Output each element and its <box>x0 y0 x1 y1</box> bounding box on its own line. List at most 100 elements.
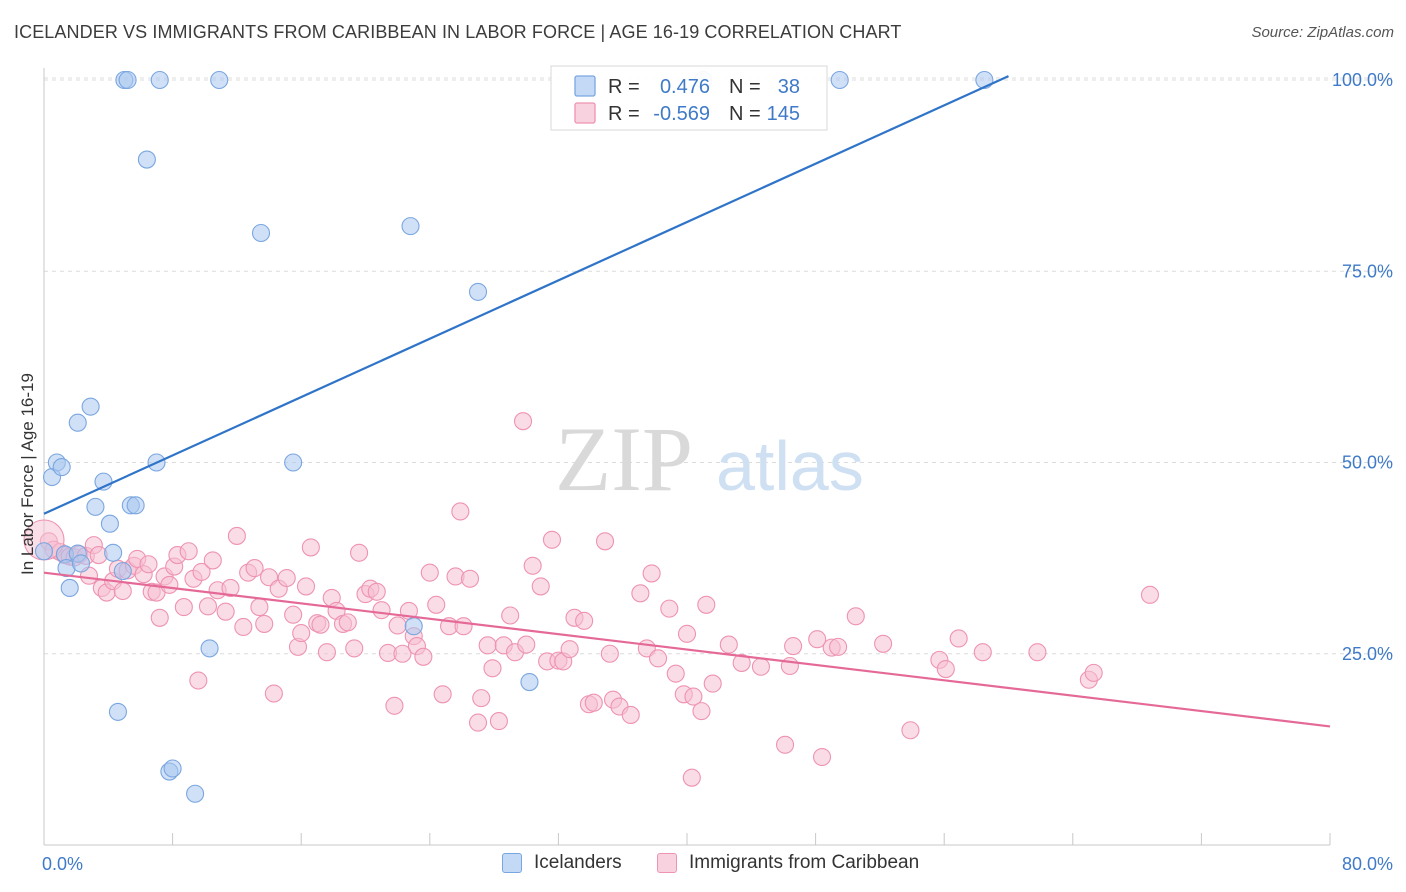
data-point-icelanders <box>126 496 145 515</box>
data-point-caribbean <box>595 532 615 551</box>
legend-n-value: 145 <box>767 103 800 125</box>
data-point-caribbean <box>575 611 594 630</box>
legend-r-value: -0.569 <box>653 103 710 125</box>
series-caribbean-points <box>23 412 1160 787</box>
data-point-caribbean <box>227 526 246 545</box>
data-point-icelanders <box>284 453 303 472</box>
data-point-caribbean <box>472 689 491 708</box>
series-icelanders-points <box>34 70 994 803</box>
data-point-caribbean <box>250 598 269 617</box>
legend-r-value: 0.476 <box>660 76 710 98</box>
data-point-caribbean <box>245 559 264 578</box>
data-point-caribbean <box>682 768 701 787</box>
legend-item-caribbean: Immigrants from Caribbean <box>657 852 919 874</box>
data-point-caribbean <box>874 634 893 653</box>
data-point-caribbean <box>255 614 274 633</box>
data-point-caribbean <box>666 664 685 683</box>
data-point-icelanders <box>108 702 127 721</box>
data-point-icelanders <box>186 784 205 803</box>
data-point-caribbean <box>703 674 722 693</box>
y-axis-label: In Labor Force | Age 16-19 <box>18 373 37 575</box>
data-point-caribbean <box>338 613 357 632</box>
data-point-caribbean <box>660 599 679 618</box>
data-point-caribbean <box>345 639 364 658</box>
data-point-icelanders <box>34 542 54 561</box>
data-point-icelanders <box>68 413 87 432</box>
data-point-icelanders <box>137 150 156 169</box>
data-point-caribbean <box>174 598 193 617</box>
data-point-caribbean <box>684 687 703 706</box>
watermark-atlas: atlas <box>716 427 864 505</box>
data-point-caribbean <box>414 647 433 666</box>
source-label: Source: ZipAtlas.com <box>1251 24 1394 41</box>
data-point-caribbean <box>973 643 992 662</box>
data-point-caribbean <box>277 568 296 588</box>
legend-n-label: N = <box>729 76 761 98</box>
data-point-caribbean <box>1028 643 1047 662</box>
data-point-caribbean <box>198 597 218 616</box>
legend-swatch-pink <box>657 853 677 873</box>
data-point-caribbean <box>846 607 865 626</box>
data-point-caribbean <box>949 629 968 648</box>
data-point-caribbean <box>631 584 650 603</box>
legend-top-swatch-pink <box>574 102 596 124</box>
data-point-icelanders <box>60 578 79 598</box>
data-point-caribbean <box>203 551 222 570</box>
data-point-caribbean <box>454 617 473 636</box>
data-point-icelanders <box>71 554 91 573</box>
data-point-caribbean <box>621 705 640 725</box>
data-point-caribbean <box>808 630 827 649</box>
data-point-icelanders <box>100 514 119 533</box>
data-point-caribbean <box>350 543 369 562</box>
data-point-icelanders <box>520 673 539 692</box>
data-point-icelanders <box>104 543 123 562</box>
data-point-caribbean <box>483 659 502 678</box>
data-point-caribbean <box>697 595 716 614</box>
legend-item-icelanders: Icelanders <box>502 852 622 874</box>
data-point-caribbean <box>427 595 446 614</box>
y-tick-label: 75.0% <box>1342 261 1393 281</box>
trendline-caribbean <box>43 571 1331 728</box>
data-point-caribbean <box>296 577 316 596</box>
data-point-caribbean <box>311 615 330 634</box>
data-point-caribbean <box>732 653 751 672</box>
data-point-caribbean <box>388 616 407 635</box>
legend-r-label: R = <box>608 76 640 98</box>
data-point-caribbean <box>523 556 542 575</box>
data-point-caribbean <box>216 602 235 621</box>
data-point-caribbean <box>531 577 550 596</box>
data-point-caribbean <box>542 530 562 549</box>
data-point-caribbean <box>139 555 158 574</box>
data-point-caribbean <box>501 606 520 625</box>
data-point-caribbean <box>517 635 536 654</box>
data-point-icelanders <box>52 458 71 477</box>
trendlines <box>43 75 1331 728</box>
chart-title: ICELANDER VS IMMIGRANTS FROM CARIBBEAN I… <box>14 22 902 42</box>
data-point-caribbean <box>936 659 955 679</box>
data-point-caribbean <box>393 644 412 663</box>
legend-label-caribbean: Immigrants from Caribbean <box>689 852 920 873</box>
data-point-caribbean <box>901 721 920 740</box>
y-tick-label: 100.0% <box>1332 70 1393 90</box>
data-point-caribbean <box>372 601 391 620</box>
data-point-caribbean <box>692 702 711 721</box>
data-point-icelanders <box>210 70 229 90</box>
data-point-icelanders <box>830 70 849 90</box>
data-point-icelanders <box>404 617 423 636</box>
data-point-caribbean <box>284 605 303 624</box>
data-point-caribbean <box>829 637 848 656</box>
y-tick-label: 25.0% <box>1342 644 1393 664</box>
data-point-icelanders <box>150 70 169 90</box>
legend-swatch-blue <box>502 853 522 873</box>
legend-n-label: N = <box>729 103 761 125</box>
legend-top-box <box>550 65 828 131</box>
data-point-caribbean <box>812 747 832 767</box>
legend-bottom: Icelanders Immigrants from Caribbean <box>0 852 1406 878</box>
data-point-icelanders <box>86 497 105 516</box>
data-point-icelanders <box>200 639 219 658</box>
data-point-caribbean <box>179 542 198 561</box>
tick-labels: 25.0% 50.0% 75.0% 100.0% 0.0% 80.0% <box>42 70 1393 874</box>
data-point-caribbean <box>292 624 311 643</box>
data-point-caribbean <box>460 569 480 588</box>
